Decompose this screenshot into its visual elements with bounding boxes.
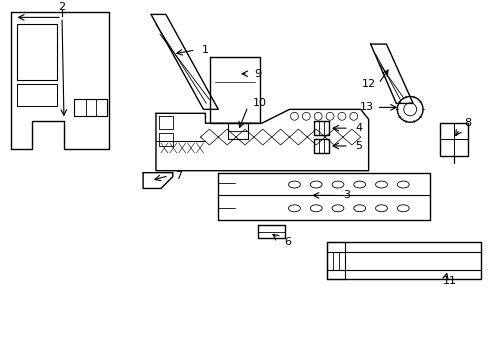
Text: 8: 8 bbox=[463, 118, 470, 128]
Text: 1: 1 bbox=[202, 45, 208, 55]
Text: 10: 10 bbox=[252, 98, 266, 108]
Text: 7: 7 bbox=[175, 171, 182, 181]
Text: 11: 11 bbox=[442, 276, 456, 287]
Text: 13: 13 bbox=[359, 102, 373, 112]
Text: 3: 3 bbox=[343, 190, 350, 201]
Text: 6: 6 bbox=[284, 237, 290, 247]
Text: 4: 4 bbox=[354, 123, 362, 133]
Text: 9: 9 bbox=[254, 69, 261, 79]
Text: 2: 2 bbox=[59, 3, 65, 13]
Text: 12: 12 bbox=[361, 78, 375, 89]
Text: 5: 5 bbox=[354, 141, 362, 151]
